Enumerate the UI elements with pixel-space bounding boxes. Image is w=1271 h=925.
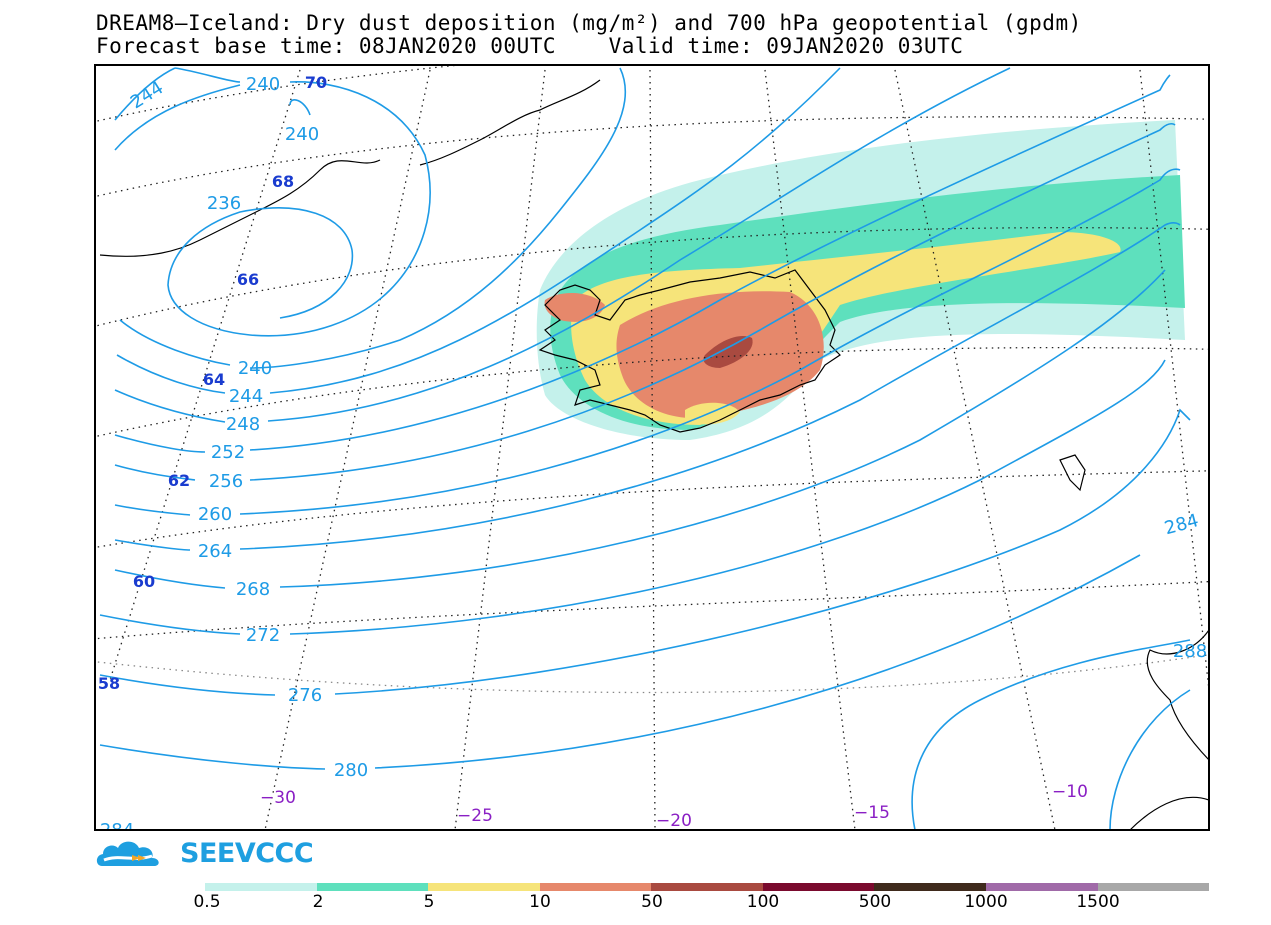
- lon-label: −20: [656, 811, 692, 831]
- legend-label: 1500: [1076, 892, 1120, 912]
- seevccc-logo: SEEVCCC: [94, 836, 314, 870]
- latitude-labels: 70 68 66 64 62 60 58: [98, 73, 327, 693]
- lon-label: −10: [1052, 782, 1088, 802]
- legend-swatch: [874, 883, 986, 891]
- legend-label: 500: [858, 892, 892, 912]
- contour-label: 288: [1173, 641, 1207, 662]
- color-legend: [205, 883, 1210, 891]
- lon-label: −15: [854, 803, 890, 823]
- legend-label: 50: [641, 892, 663, 912]
- contour-label: 240: [285, 124, 319, 145]
- dust-band-50: [703, 335, 753, 368]
- contour-label: 264: [198, 541, 232, 562]
- contour-label: 244: [229, 386, 263, 407]
- contour-label: 236: [207, 193, 241, 214]
- contour-label: 284: [100, 820, 134, 841]
- contour-label: 240: [238, 358, 272, 379]
- contour-label: 260: [198, 504, 232, 525]
- cloud-logo-icon: [96, 841, 159, 866]
- lon-label: −30: [260, 788, 296, 808]
- legend-swatch: [985, 883, 1098, 891]
- coastlines: [99, 79, 1209, 830]
- lon-label: −25: [457, 806, 493, 826]
- legend-label: 2: [312, 892, 324, 912]
- title-line-2: Forecast base time: 08JAN2020 00UTC Vali…: [96, 34, 964, 58]
- contour-label: 240: [246, 74, 280, 95]
- legend-label: 1000: [964, 892, 1008, 912]
- longitude-labels: −30 −25 −20 −15 −10: [260, 782, 1088, 831]
- contour-label: 272: [246, 625, 280, 646]
- legend-swatch: [762, 883, 875, 891]
- title-line-1: DREAM8—Iceland: Dry dust deposition (mg/…: [96, 11, 1082, 35]
- contour-label: 248: [226, 414, 260, 435]
- legend-label: 0.5: [193, 892, 221, 912]
- contour-label: 252: [211, 442, 245, 463]
- legend-swatch: [205, 883, 317, 891]
- contour-label: 256: [209, 471, 243, 492]
- graticule: [95, 65, 1209, 830]
- contour-label: 284: [1162, 510, 1201, 539]
- lat-label: 60: [133, 572, 155, 591]
- legend-label: 5: [423, 892, 435, 912]
- contour-label: 268: [236, 579, 270, 600]
- lat-label: 70: [305, 73, 327, 92]
- legend-label: 10: [529, 892, 551, 912]
- contour-label: 280: [334, 760, 368, 781]
- lat-label: 58: [98, 674, 120, 693]
- contour-label: 244: [127, 77, 167, 113]
- lat-label: 62: [168, 471, 190, 490]
- legend-swatch: [539, 883, 652, 891]
- contour-label: 276: [288, 685, 322, 706]
- iceland-outline: [538, 269, 841, 433]
- geopotential-contours: [99, 67, 1191, 830]
- contour-labels: 244 240 240 236 240 244 248 252 256 260 …: [100, 74, 1207, 841]
- map-frame: [94, 64, 1210, 831]
- lat-label: 64: [203, 370, 225, 389]
- legend-swatch: [651, 883, 763, 891]
- logo-text: SEEVCCC: [180, 837, 314, 869]
- lat-label: 66: [237, 270, 259, 289]
- greenland-coast: [99, 79, 601, 257]
- legend-label: 100: [746, 892, 780, 912]
- legend-swatch: [428, 883, 540, 891]
- legend-swatch: [1097, 883, 1210, 891]
- forecast-map: 244 240 240 236 240 244 248 252 256 260 …: [94, 64, 1210, 841]
- legend-swatch: [316, 883, 429, 891]
- norway-coast: [1129, 629, 1209, 830]
- faroe-islands: [1059, 454, 1086, 492]
- lat-label: 68: [272, 172, 294, 191]
